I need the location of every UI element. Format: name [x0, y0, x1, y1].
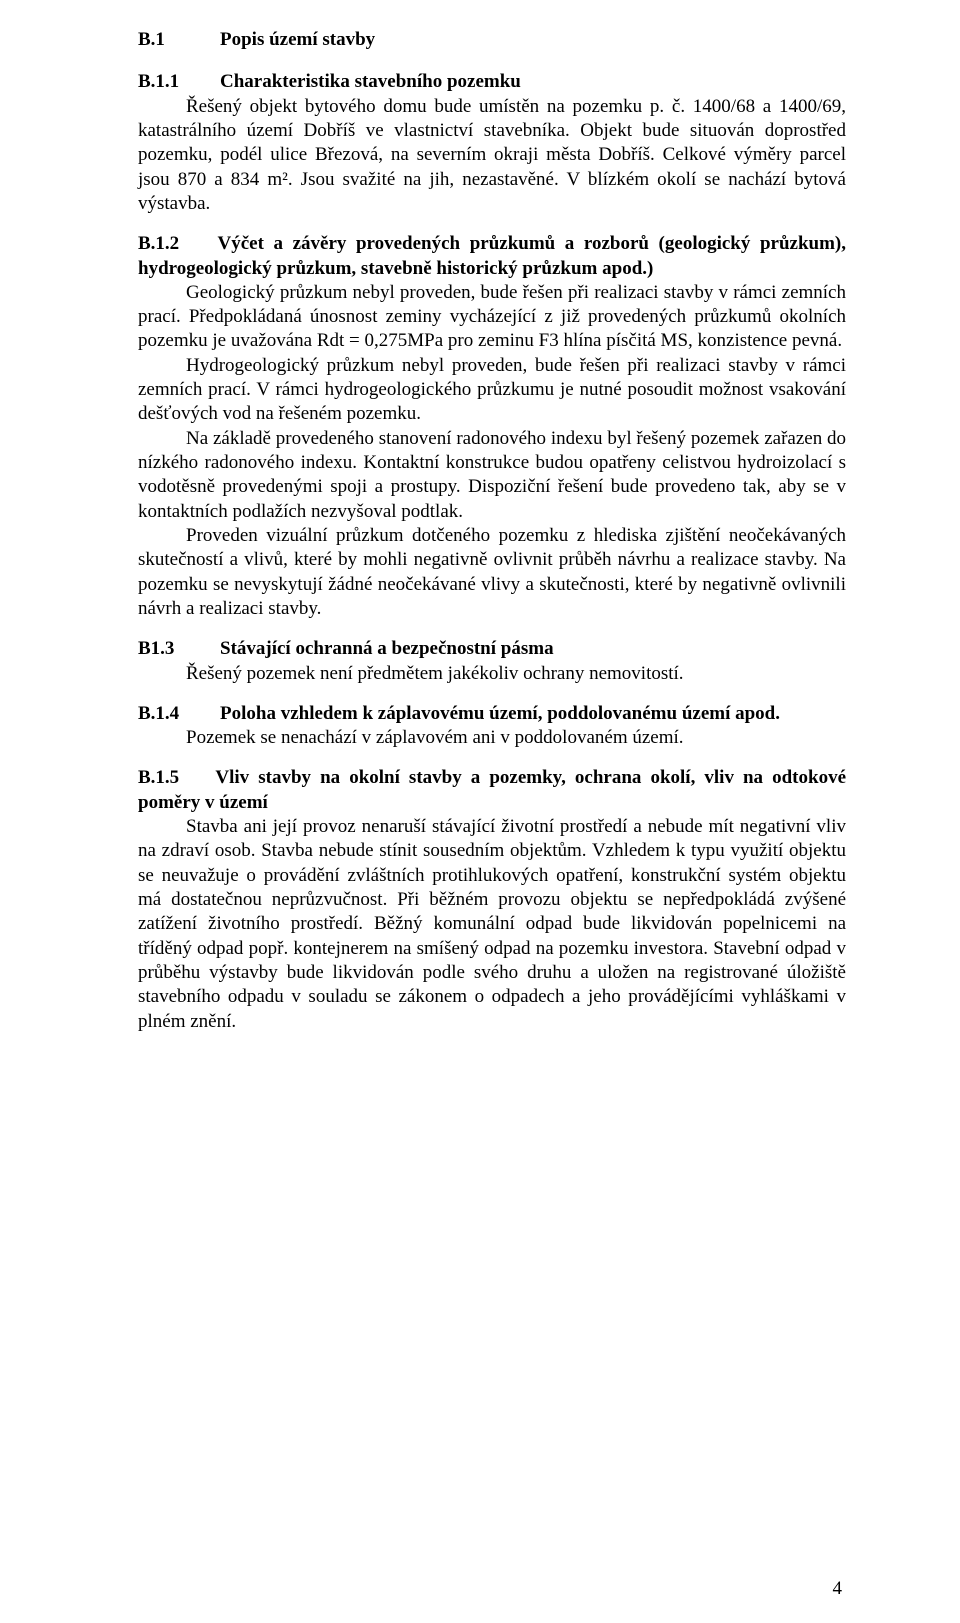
heading-b15: B.1.5 Vliv stavby na okolní stavby a poz… [138, 766, 846, 815]
heading-b14-title: Poloha vzhledem k záplavovému území, pod… [220, 703, 780, 724]
para-b12-1: Geologický průzkum nebyl proveden, bude … [138, 281, 846, 354]
heading-b1: B.1Popis území stavby [138, 28, 846, 52]
document-page: B.1Popis území stavby B.1.1Charakteristi… [0, 0, 960, 1623]
heading-b13-num: B1.3 [138, 637, 220, 661]
heading-b1-title: Popis území stavby [220, 29, 375, 50]
heading-b11-title: Charakteristika stavebního pozemku [220, 71, 521, 92]
heading-b11: B.1.1Charakteristika stavebního pozemku [138, 70, 846, 94]
heading-b15-title: Vliv stavby na okolní stavby a pozemky, … [138, 767, 846, 812]
section-b15: B.1.5 Vliv stavby na okolní stavby a poz… [138, 766, 846, 1033]
heading-b12-title: Výčet a závěry provedených průzkumů a ro… [138, 233, 846, 278]
heading-b14-num: B.1.4 [138, 702, 220, 726]
heading-b11-num: B.1.1 [138, 70, 220, 94]
para-b11: Řešený objekt bytového domu bude umístěn… [138, 95, 846, 217]
page-number: 4 [833, 1577, 843, 1601]
heading-b12: B.1.2 Výčet a závěry provedených průzkum… [138, 232, 846, 281]
section-b13: B1.3Stávající ochranná a bezpečnostní pá… [138, 637, 846, 686]
heading-b13-title: Stávající ochranná a bezpečnostní pásma [220, 638, 554, 659]
para-b13: Řešený pozemek není předmětem jakékoliv … [138, 662, 846, 686]
para-b15: Stavba ani její provoz nenaruší stávajíc… [138, 815, 846, 1034]
heading-b14: B.1.4Poloha vzhledem k záplavovému území… [138, 702, 846, 726]
heading-b13: B1.3Stávající ochranná a bezpečnostní pá… [138, 637, 846, 661]
para-b12-2: Hydrogeologický průzkum nebyl proveden, … [138, 354, 846, 427]
heading-b12-num: B.1.2 [138, 233, 179, 254]
section-b14: B.1.4Poloha vzhledem k záplavovému území… [138, 702, 846, 751]
para-b12-3: Na základě provedeného stanovení radonov… [138, 427, 846, 524]
para-b14: Pozemek se nenachází v záplavovém ani v … [138, 726, 846, 750]
section-b12: B.1.2 Výčet a závěry provedených průzkum… [138, 232, 846, 621]
para-b12-4: Proveden vizuální průzkum dotčeného poze… [138, 524, 846, 621]
section-b11: B.1.1Charakteristika stavebního pozemku … [138, 70, 846, 216]
heading-b15-num: B.1.5 [138, 767, 179, 788]
heading-b1-num: B.1 [138, 28, 220, 52]
